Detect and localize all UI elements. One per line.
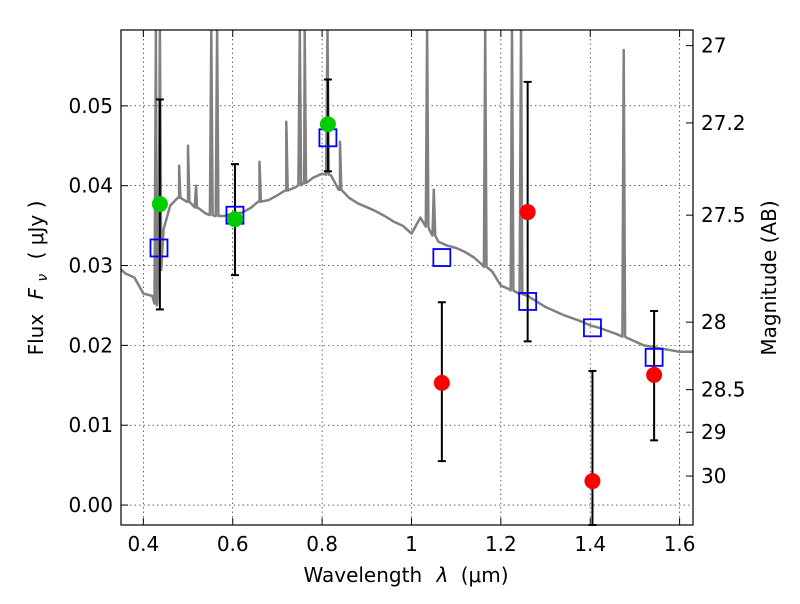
- x-axis-label-text: Wavelength: [303, 563, 422, 587]
- y-tick-label: 0.03: [68, 254, 113, 278]
- marker-layer: [149, 116, 664, 490]
- x-tick-label: 1: [405, 532, 418, 556]
- model-photometry-square: [583, 318, 602, 338]
- y2-tick-label: 29: [701, 420, 726, 444]
- model-spectrum-layer: [121, 30, 693, 354]
- x-tick-label: 1.4: [574, 532, 606, 556]
- x-tick-label: 0.6: [217, 532, 249, 556]
- x-axis-label: Wavelength λ (μm): [303, 563, 508, 587]
- y-axis-label: Flux F ν ( μJy ): [24, 201, 52, 356]
- model-photometry-square: [149, 238, 169, 258]
- ticks: 0.4 0.6 0.8 1 1.2 1.4 1.6 0.00 0.01 0.02 0.03 0.04 0…: [68, 30, 746, 556]
- x-tick-label: 1.2: [485, 532, 517, 556]
- y-axis-label-text: Flux: [24, 314, 48, 356]
- y-tick-label: 0.00: [68, 493, 113, 517]
- y-tick-label: 0.02: [68, 333, 113, 357]
- low-sn-point: [519, 204, 536, 221]
- low-sn-point: [584, 473, 601, 490]
- y-axis-label-symbol: F: [24, 287, 48, 299]
- plot-frame: [120, 29, 694, 526]
- x-axis-label-unit: (μm): [461, 563, 509, 587]
- x-tick-label: 0.8: [306, 532, 338, 556]
- y-tick-label: 0.05: [68, 94, 113, 118]
- y2-tick-label: 28: [701, 310, 726, 334]
- detection-point: [151, 196, 168, 213]
- y-axis-label-unit: ( μJy ): [24, 201, 48, 260]
- y-axis-label-subscript: ν: [35, 274, 51, 282]
- low-sn-point: [646, 366, 663, 383]
- axis-labels: Wavelength λ (μm) Flux F ν ( μJy ) Magni…: [24, 200, 781, 587]
- model-photometry-square: [644, 347, 664, 367]
- y2-tick-label: 27.5: [701, 203, 746, 227]
- low-sn-point: [433, 374, 450, 391]
- detection-point: [226, 211, 243, 228]
- y2-tick-label: 27: [701, 34, 726, 58]
- model-photometry-square: [432, 248, 452, 267]
- model-photometry-square: [518, 292, 538, 311]
- x-axis-label-symbol: λ: [436, 563, 449, 587]
- y-tick-label: 0.01: [68, 413, 113, 437]
- y2-tick-label: 27.2: [701, 111, 746, 135]
- detection-point: [319, 116, 336, 133]
- y2-axis-label: Magnitude (AB): [757, 200, 781, 355]
- grid: [121, 30, 693, 525]
- errorbar-layer: [155, 78, 659, 526]
- y2-tick-label: 28.5: [701, 378, 746, 402]
- x-tick-label: 0.4: [127, 532, 159, 556]
- x-tick-label: 1.6: [664, 532, 696, 556]
- model-spectrum-line: [121, 30, 693, 354]
- y-tick-label: 0.04: [68, 174, 113, 198]
- y2-tick-label: 30: [701, 464, 726, 488]
